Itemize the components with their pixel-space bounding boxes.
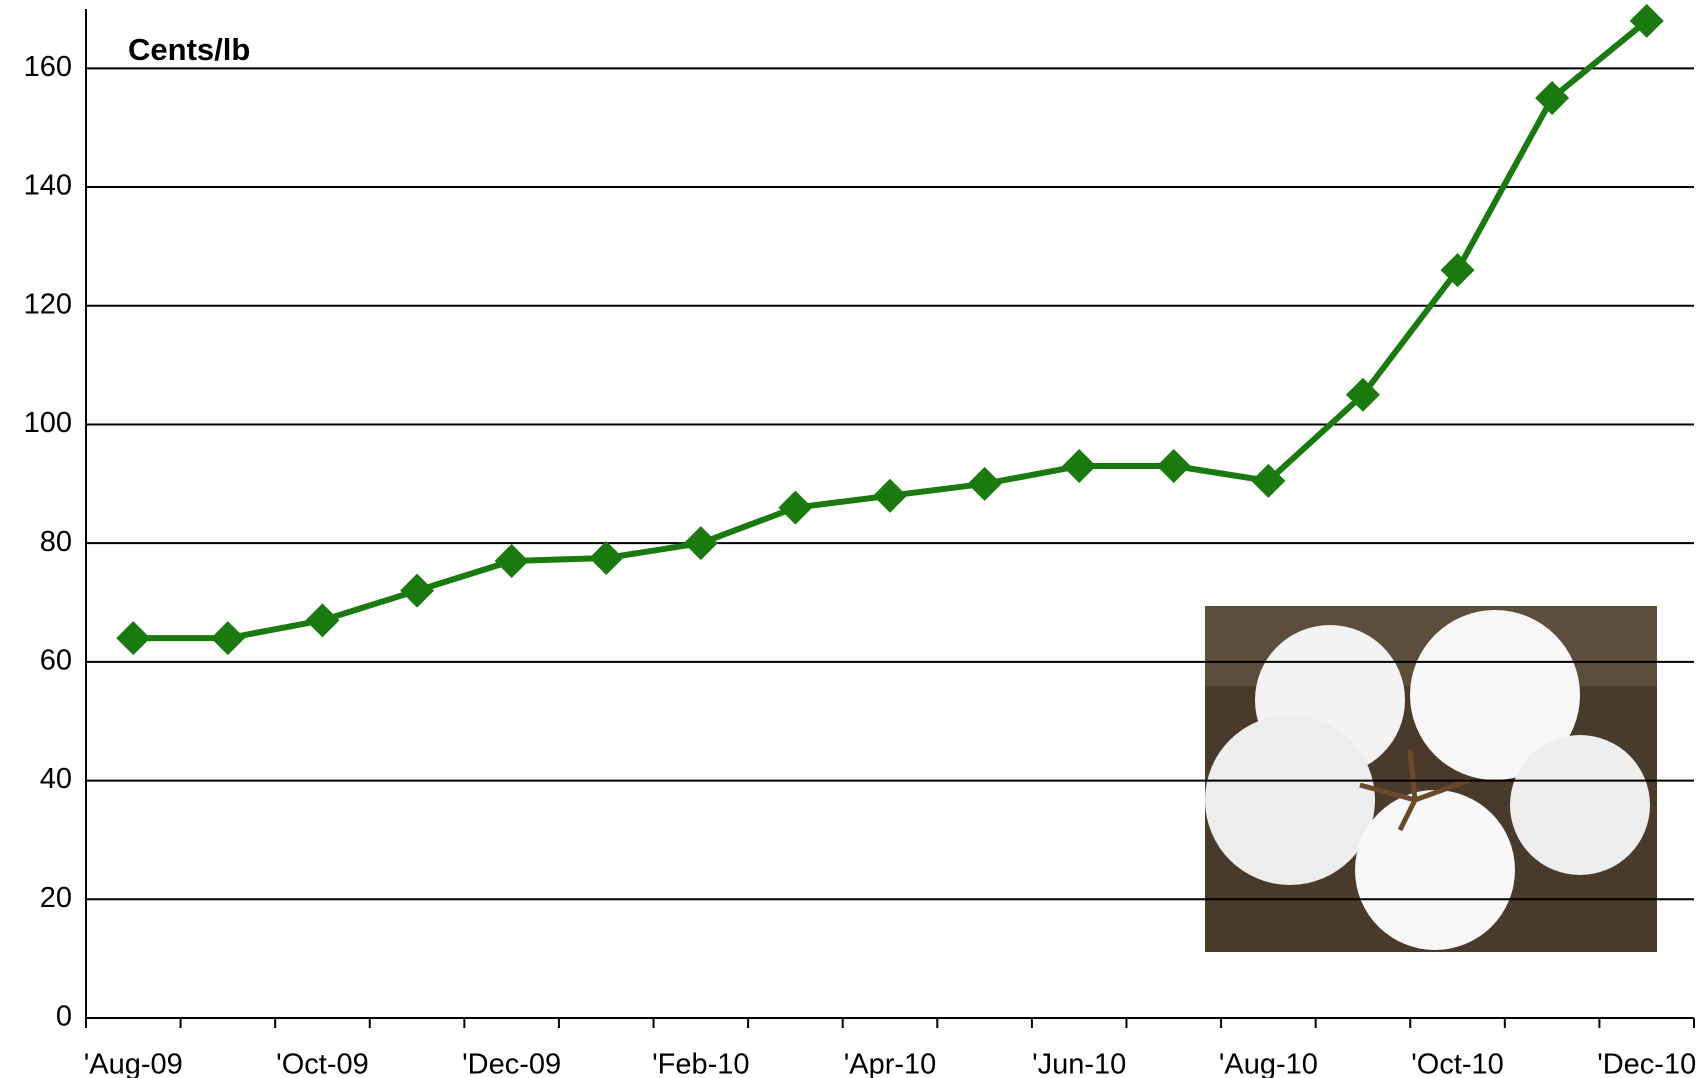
marker	[873, 478, 907, 513]
x-tick-label: 'Oct-09	[276, 1049, 369, 1078]
y-tick-label: 140	[24, 170, 72, 202]
x-tick-label: 'Oct-10	[1411, 1049, 1504, 1078]
marker	[1251, 463, 1286, 498]
marker	[1535, 81, 1570, 116]
marker	[1345, 377, 1380, 412]
marker	[967, 466, 1002, 501]
x-tick-label: 'Dec-09	[462, 1049, 561, 1078]
y-tick-label: 60	[40, 645, 72, 677]
x-tick-label: 'Aug-09	[84, 1049, 183, 1078]
x-tick-label: 'Apr-10	[844, 1049, 937, 1078]
marker	[1062, 449, 1097, 484]
x-tick-label: 'Jun-10	[1032, 1049, 1126, 1078]
x-tick-label: 'Aug-10	[1219, 1049, 1318, 1078]
marker	[1629, 3, 1664, 38]
unit-label: Cents/lb	[128, 32, 250, 67]
y-tick-label: 120	[24, 288, 72, 320]
y-tick-label: 40	[40, 763, 72, 795]
y-tick-label: 160	[24, 51, 72, 83]
cotton-photo	[1205, 606, 1657, 952]
marker	[400, 573, 435, 608]
marker	[778, 490, 813, 525]
marker	[116, 621, 151, 656]
x-tick-label: 'Feb-10	[652, 1049, 749, 1078]
x-tick-label: 'Dec-10	[1597, 1049, 1696, 1078]
line	[133, 18, 1649, 642]
marker	[1156, 449, 1191, 484]
marker	[683, 526, 718, 561]
marker	[305, 603, 340, 638]
y-tick-label: 20	[40, 882, 72, 914]
y-tick-label: 0	[56, 1001, 72, 1033]
y-tick-label: 100	[24, 407, 72, 439]
y-tick-label: 80	[40, 526, 72, 558]
marker	[589, 541, 624, 576]
marker	[210, 621, 245, 656]
marker	[494, 543, 529, 578]
marker	[1440, 253, 1475, 288]
